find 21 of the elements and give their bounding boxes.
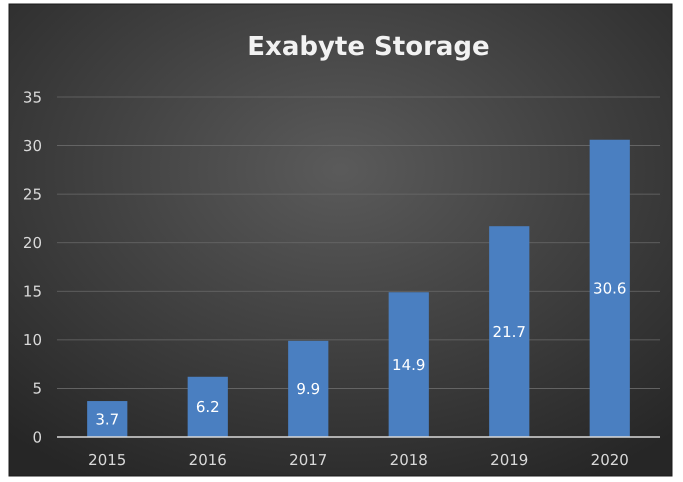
x-tick-label: 2020 — [590, 451, 629, 469]
data-label: 21.7 — [492, 322, 526, 341]
y-tick-label: 10 — [22, 331, 42, 350]
data-label: 9.9 — [296, 380, 320, 398]
x-tick-label: 2015 — [88, 451, 126, 469]
data-label: 30.6 — [593, 280, 626, 298]
data-label: 14.9 — [392, 356, 426, 374]
y-tick-label: 35 — [22, 88, 42, 106]
x-tick-label: 2019 — [490, 451, 528, 469]
y-tick-label: 30 — [22, 136, 42, 155]
data-label: 6.2 — [196, 398, 220, 416]
x-tick-label: 2016 — [188, 451, 227, 469]
data-label: 3.7 — [95, 410, 120, 428]
y-tick-label: 5 — [32, 380, 42, 398]
chart-title: Exabyte Storage — [247, 32, 490, 62]
x-tick-label: 2017 — [289, 451, 328, 469]
x-tick-label: 2018 — [390, 451, 428, 469]
y-tick-label: 0 — [32, 428, 42, 446]
y-tick-label: 20 — [22, 234, 42, 252]
y-tick-label: 15 — [22, 282, 42, 301]
y-tick-label: 25 — [22, 185, 42, 204]
